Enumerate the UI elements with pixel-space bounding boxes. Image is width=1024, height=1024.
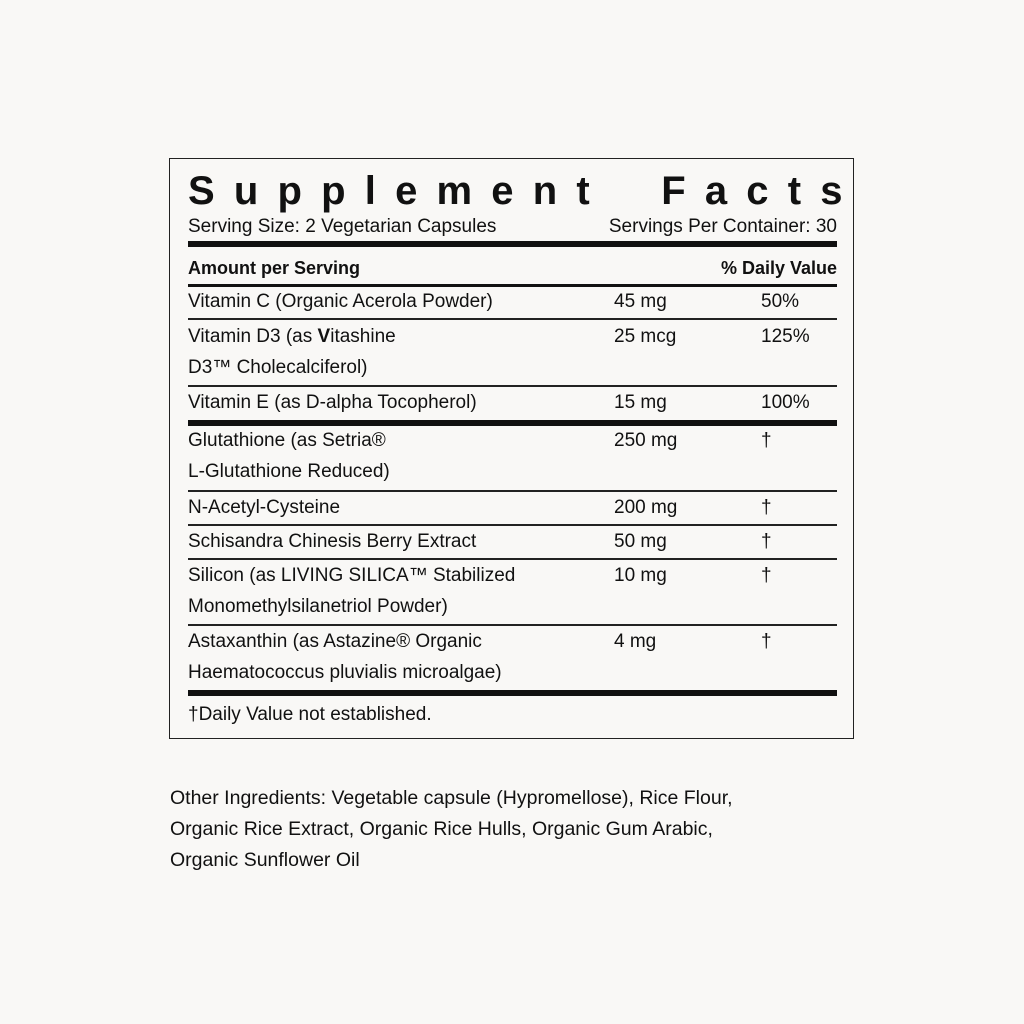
nutrient-dv: 50% [761, 291, 800, 312]
nutrient-amount: 25 mcg [614, 326, 677, 347]
table-header: Amount per Serving % Daily Value [188, 255, 837, 281]
nutrient-name: Vitamin D3 (as Vitashine D3™ Cholecalcife… [188, 322, 608, 383]
name-part: itashine [330, 326, 396, 347]
name-line2: Monomethylsilanetriol Powder) [188, 595, 448, 617]
nutrient-dv: 125% [761, 326, 810, 347]
name-line1: Glutathione (as Setria® [188, 430, 386, 451]
other-ingredients-line: Organic Rice Extract, Organic Rice Hulls… [170, 818, 713, 840]
nutrient-name: Astaxanthin (as Astazine® Organic Haemato… [188, 627, 608, 688]
nutrient-amount: 4 mg [614, 631, 657, 652]
divider-thick [188, 690, 837, 696]
divider-thick [188, 420, 837, 426]
nutrient-amount: 200 mg [614, 497, 678, 518]
header-daily-value: % Daily Value [720, 258, 837, 278]
nutrient-dv: † [761, 565, 772, 586]
nutrient-name: Glutathione (as Setria® L-Glutathione Red… [188, 426, 608, 487]
nutrient-dv: 100% [761, 392, 810, 413]
name-line2: Haematococcus pluvialis microalgae) [188, 661, 502, 683]
name-bold-part: V [317, 326, 331, 347]
name-line2: L-Glutathione Reduced) [188, 460, 390, 482]
serving-size: Serving Size: 2 Vegetarian Capsules [188, 216, 497, 237]
footnote: †Daily Value not established. [188, 704, 432, 725]
supplement-facts-panel: Supplement Facts Serving Size: 2 Vegetar… [169, 158, 854, 739]
nutrient-amount: 45 mg [614, 291, 667, 312]
divider-thin [188, 624, 837, 626]
servings-per-container: Servings Per Container: 30 [608, 216, 837, 237]
nutrient-dv: † [761, 497, 772, 518]
other-ingredients-line: Organic Sunflower Oil [170, 849, 360, 871]
divider-thin [188, 524, 837, 526]
serving-info: Serving Size: 2 Vegetarian Capsules Serv… [188, 214, 837, 240]
nutrient-amount: 250 mg [614, 430, 678, 451]
nutrient-name: Vitamin C (Organic Acerola Powder) [188, 291, 493, 312]
other-ingredients-line: Other Ingredients: Vegetable capsule (Hy… [170, 787, 733, 809]
nutrient-dv: † [761, 631, 772, 652]
nutrient-name: Silicon (as LIVING SILICA™ Stabilized Mon… [188, 561, 608, 622]
nutrient-dv: † [761, 531, 772, 552]
nutrient-amount: 50 mg [614, 531, 667, 552]
divider-thick [188, 241, 837, 247]
nutrient-name: N-Acetyl-Cysteine [188, 497, 341, 518]
nutrient-amount: 15 mg [614, 392, 667, 413]
divider-thin [188, 385, 837, 387]
name-line1: Astaxanthin (as Astazine® Organic [188, 631, 482, 652]
name-line1: Silicon (as LIVING SILICA™ Stabilized [188, 565, 516, 586]
nutrient-name: Vitamin E (as D-alpha Tocopherol) [188, 392, 477, 413]
nutrient-name: Schisandra Chinesis Berry Extract [188, 531, 477, 552]
header-amount: Amount per Serving [188, 258, 361, 278]
name-part: Vitamin D3 (as [188, 326, 318, 347]
divider-thin [188, 318, 837, 320]
panel-title: Supplement Facts [188, 169, 862, 213]
name-line2: D3™ Cholecalciferol) [188, 356, 368, 378]
divider-medium [188, 284, 837, 287]
other-ingredients: Other Ingredients: Vegetable capsule (Hy… [170, 783, 870, 876]
nutrient-amount: 10 mg [614, 565, 667, 586]
divider-thin [188, 558, 837, 560]
nutrient-dv: † [761, 430, 772, 451]
divider-thin [188, 490, 837, 492]
